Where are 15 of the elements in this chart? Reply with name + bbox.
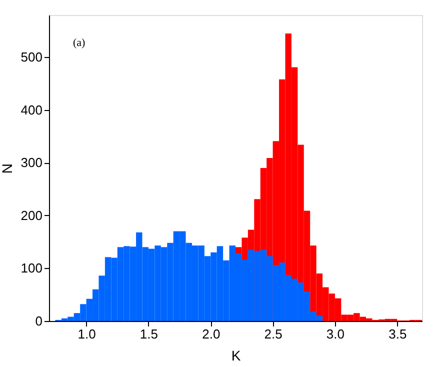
y-tick-label: 500 [20,50,42,65]
x-axis-title: K [231,348,242,364]
x-tick-label: 2.0 [202,326,220,342]
annotation: (a) [73,37,86,49]
x-tick-label: 3.0 [326,326,345,342]
y-tick-label: 0 [35,314,42,328]
y-tick-label: 200 [20,208,42,223]
y-tick-label: 400 [20,102,42,118]
x-tick-label: 3.5 [388,326,407,342]
x-tick-label: 2.5 [264,326,282,342]
x-tick-label: 1.0 [78,326,96,342]
y-tick-label: 100 [20,260,42,276]
y-axis-title: N [0,163,15,174]
x-tick-label: 1.5 [140,326,158,342]
y-tick-label: 300 [20,155,42,170]
